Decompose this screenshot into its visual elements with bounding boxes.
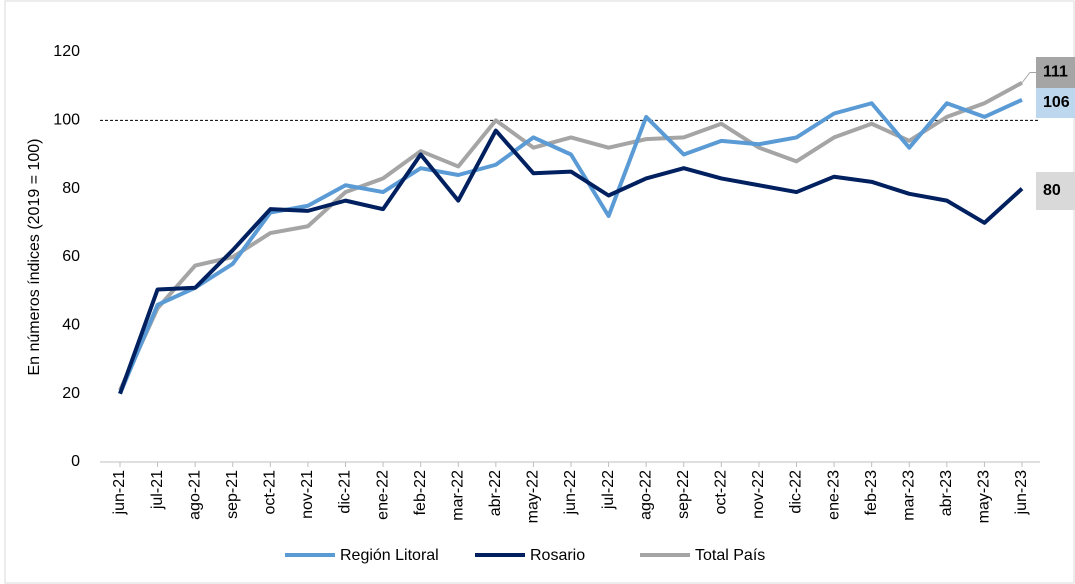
x-tick-label: feb-23 — [863, 470, 880, 515]
x-tick-label: dic-22 — [788, 470, 805, 514]
x-tick-label: nov-21 — [299, 470, 316, 519]
x-tick-label: jul-22 — [600, 470, 617, 510]
y-tick-label: 40 — [62, 317, 80, 334]
x-tick-label: oct-22 — [713, 470, 730, 515]
legend-label: Total País — [695, 547, 765, 564]
x-tick-label: jun-22 — [562, 470, 579, 516]
x-tick-label: sep-22 — [675, 470, 692, 519]
y-tick-label: 100 — [53, 112, 80, 129]
end-label: 106 — [1043, 94, 1070, 111]
end-label-box — [1036, 57, 1075, 88]
x-tick-label: dic-21 — [337, 470, 354, 514]
x-tick-label: mar-23 — [900, 470, 917, 521]
x-tick-label: ene-23 — [825, 470, 842, 520]
y-tick-label: 120 — [53, 43, 80, 60]
y-axis-title: En números índices (2019 = 100) — [26, 138, 43, 375]
x-tick-label: may-22 — [525, 470, 542, 523]
x-tick-label: jun-21 — [111, 470, 128, 516]
x-tick-label: feb-22 — [412, 470, 429, 515]
end-label-box — [1036, 172, 1075, 210]
end-label: 80 — [1043, 182, 1061, 199]
x-tick-label: mar-22 — [449, 470, 466, 521]
x-tick-label: oct-21 — [262, 470, 279, 515]
x-tick-label: ago-22 — [637, 470, 654, 520]
x-tick-label: abr-22 — [487, 470, 504, 516]
x-tick-label: jun-23 — [1013, 470, 1030, 516]
x-tick-label: may-23 — [976, 470, 993, 523]
series-line — [118, 98, 1023, 395]
x-tick-label: ago-21 — [186, 470, 203, 520]
x-tick-label: abr-23 — [938, 470, 955, 516]
y-tick-label: 60 — [62, 248, 80, 265]
series-line — [118, 80, 1023, 392]
y-tick-label: 20 — [62, 385, 80, 402]
leader-line — [1021, 72, 1036, 84]
legend-label: Rosario — [530, 547, 585, 564]
y-tick-label: 80 — [62, 180, 80, 197]
series-line — [118, 128, 1024, 395]
x-tick-label: sep-21 — [224, 470, 241, 519]
legend-label: Región Litoral — [340, 547, 439, 564]
end-label-box — [1036, 88, 1075, 118]
x-tick-label: jul-21 — [149, 470, 166, 510]
x-tick-label: ene-22 — [374, 470, 391, 520]
x-tick-label: nov-22 — [750, 470, 767, 519]
y-tick-label: 0 — [71, 453, 80, 470]
end-label: 111 — [1043, 64, 1068, 81]
